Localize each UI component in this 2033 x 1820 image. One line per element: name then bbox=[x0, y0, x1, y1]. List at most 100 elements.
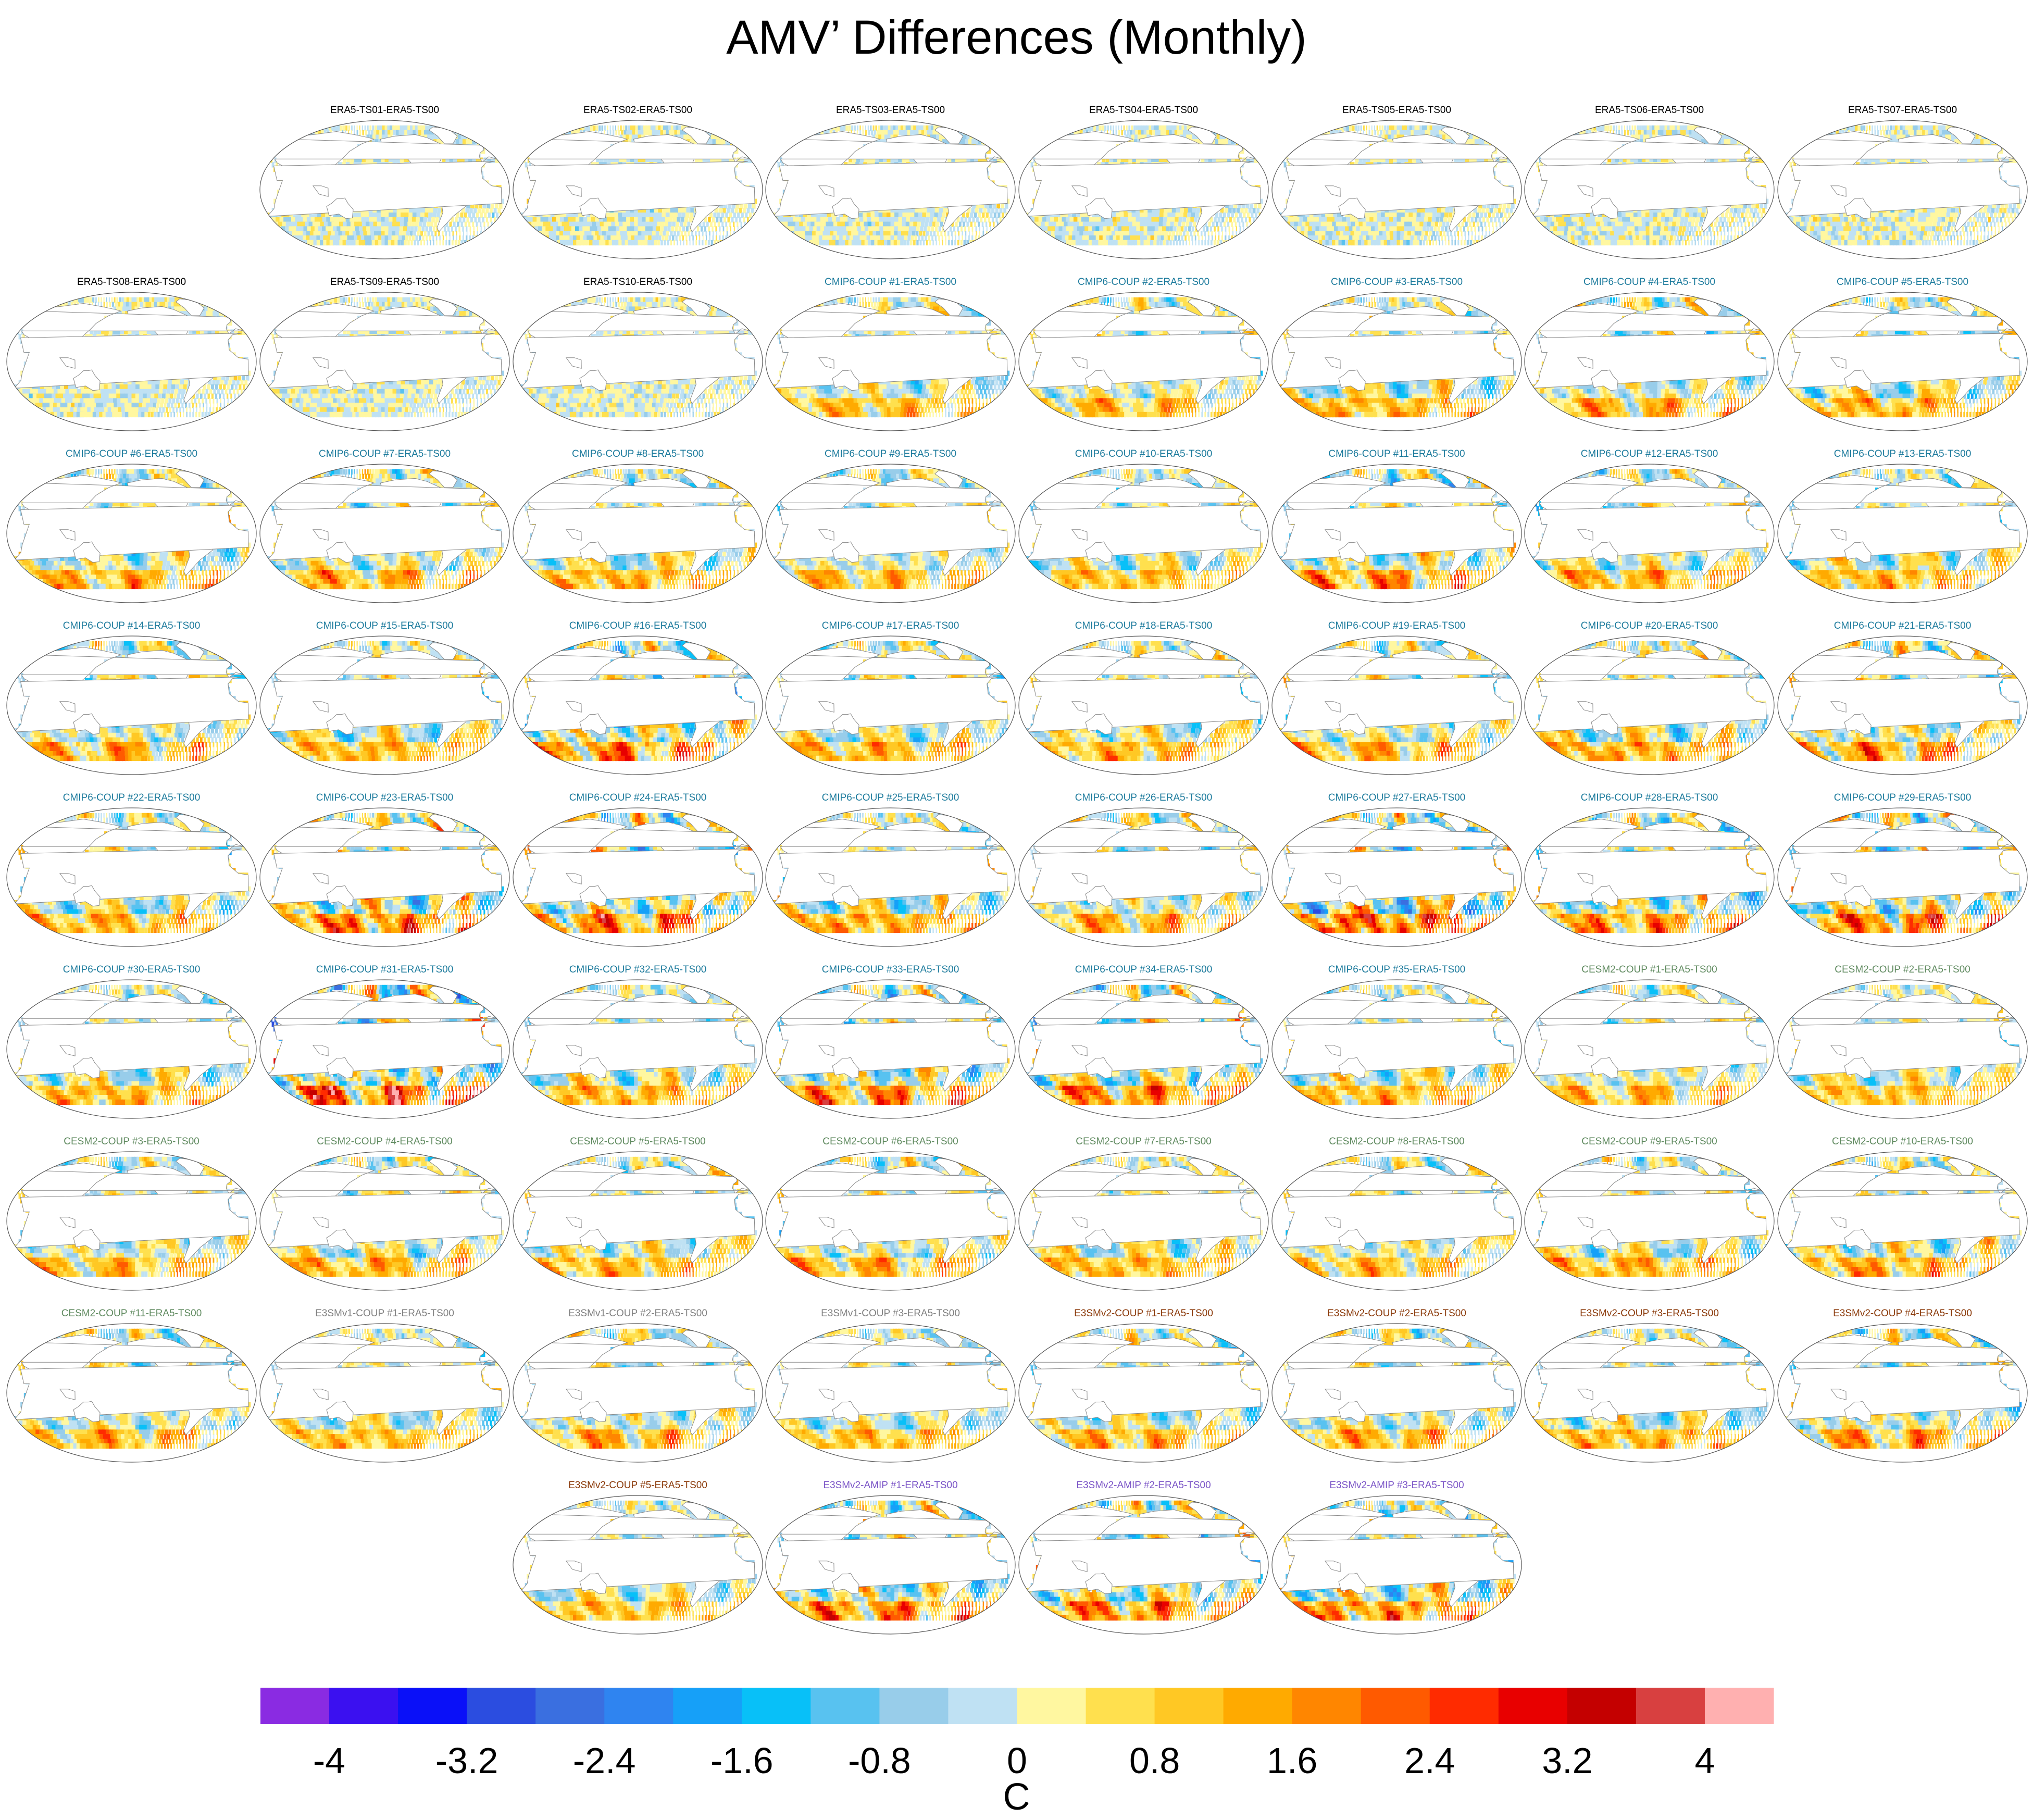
anomaly-cell bbox=[1192, 208, 1196, 213]
anomaly-cell bbox=[676, 222, 680, 227]
anomaly-cell bbox=[871, 130, 873, 135]
anomaly-cell bbox=[426, 235, 428, 241]
anomaly-cell bbox=[1371, 126, 1373, 131]
anomaly-cell bbox=[392, 226, 396, 231]
anomaly-cell bbox=[673, 231, 676, 236]
anomaly-cell bbox=[1201, 231, 1203, 236]
anomaly-cell bbox=[751, 208, 754, 213]
anomaly-cell bbox=[1174, 222, 1178, 227]
anomaly-cell bbox=[1233, 217, 1236, 222]
anomaly-cell bbox=[618, 130, 620, 135]
anomaly-cell bbox=[392, 222, 396, 227]
anomaly-cell bbox=[1240, 208, 1243, 213]
anomaly-cell bbox=[706, 222, 709, 227]
anomaly-cell bbox=[936, 240, 937, 245]
anomaly-cell bbox=[423, 217, 427, 222]
anomaly-cell bbox=[1178, 235, 1180, 241]
anomaly-cell bbox=[937, 217, 941, 222]
anomaly-cell bbox=[343, 126, 345, 131]
anomaly-cell bbox=[408, 213, 413, 218]
anomaly-cell bbox=[843, 126, 846, 131]
anomaly-cell bbox=[875, 126, 877, 131]
anomaly-cell bbox=[959, 126, 970, 131]
anomaly-cell bbox=[436, 240, 438, 245]
anomaly-cell bbox=[656, 226, 660, 231]
anomaly-cell bbox=[654, 213, 658, 218]
anomaly-cell bbox=[425, 208, 429, 213]
anomaly-cell bbox=[602, 126, 604, 131]
anomaly-cell bbox=[1241, 235, 1243, 241]
anomaly-cell bbox=[1467, 126, 1479, 131]
anomaly-cell bbox=[423, 240, 425, 245]
anomaly-cell bbox=[1485, 134, 1495, 140]
anomaly-cell bbox=[490, 217, 492, 222]
anomaly-cell bbox=[979, 226, 980, 231]
anomaly-cell bbox=[938, 235, 940, 241]
anomaly-cell bbox=[598, 126, 601, 131]
anomaly-cell bbox=[416, 217, 419, 222]
anomaly-cell bbox=[919, 208, 923, 213]
anomaly-cell bbox=[863, 130, 864, 135]
anomaly-cell bbox=[688, 231, 690, 236]
anomaly-cell bbox=[420, 231, 423, 236]
anomaly-cell bbox=[700, 235, 701, 241]
anomaly-cell bbox=[1218, 217, 1220, 222]
anomaly-cell bbox=[902, 222, 906, 227]
anomaly-cell bbox=[1232, 240, 1236, 245]
anomaly-cell bbox=[702, 240, 703, 245]
anomaly-cell bbox=[725, 222, 727, 227]
anomaly-cell bbox=[1239, 222, 1240, 227]
anomaly-cell bbox=[456, 235, 457, 241]
anomaly-cell bbox=[1171, 213, 1176, 218]
anomaly-cell bbox=[988, 217, 990, 222]
anomaly-cell bbox=[1167, 235, 1170, 241]
anomaly-cell bbox=[410, 240, 413, 245]
anomaly-cell bbox=[1159, 217, 1163, 222]
anomaly-cell bbox=[914, 213, 918, 218]
anomaly-cell bbox=[1183, 231, 1186, 236]
anomaly-cell bbox=[1169, 240, 1171, 245]
anomaly-cell bbox=[924, 226, 927, 231]
anomaly-cell bbox=[714, 130, 724, 135]
anomaly-cell bbox=[1184, 226, 1188, 231]
anomaly-cell bbox=[1363, 126, 1365, 131]
anomaly-cell bbox=[1254, 203, 1257, 208]
anomaly-cell bbox=[1152, 217, 1156, 222]
anomaly-cell bbox=[894, 217, 899, 222]
anomaly-cell bbox=[1155, 217, 1159, 222]
anomaly-cell bbox=[429, 235, 431, 241]
anomaly-cell bbox=[642, 226, 646, 231]
anomaly-cell bbox=[724, 217, 726, 222]
anomaly-cell bbox=[942, 213, 946, 218]
anomaly-cell bbox=[709, 235, 710, 241]
anomaly-cell bbox=[1176, 240, 1178, 245]
anomaly-cell bbox=[891, 217, 895, 222]
anomaly-cell bbox=[670, 240, 672, 245]
anomaly-cell bbox=[716, 231, 717, 236]
anomaly-cell bbox=[703, 235, 704, 241]
anomaly-cell bbox=[670, 208, 675, 213]
anomaly-cell bbox=[1312, 130, 1316, 135]
anomaly-cell bbox=[415, 222, 419, 227]
anomaly-cell bbox=[685, 213, 689, 218]
anomaly-cell bbox=[1133, 126, 1136, 131]
anomaly-cell bbox=[961, 226, 963, 231]
anomaly-cell bbox=[401, 213, 405, 218]
anomaly-cell bbox=[900, 240, 903, 245]
anomaly-cell bbox=[1055, 130, 1060, 135]
anomaly-cell bbox=[1377, 130, 1379, 135]
anomaly-cell bbox=[995, 208, 999, 213]
anomaly-cell bbox=[1195, 213, 1199, 218]
anomaly-cell bbox=[479, 235, 481, 241]
anomaly-cell bbox=[1374, 130, 1376, 135]
anomaly-cell bbox=[1184, 235, 1187, 241]
anomaly-cell bbox=[309, 126, 315, 131]
anomaly-cell bbox=[1206, 226, 1208, 231]
anomaly-cell bbox=[971, 235, 973, 241]
anomaly-cell bbox=[311, 126, 317, 131]
anomaly-cell bbox=[1249, 217, 1251, 222]
anomaly-cell bbox=[706, 126, 717, 131]
anomaly-cell bbox=[303, 130, 307, 135]
anomaly-cell bbox=[357, 130, 358, 135]
anomaly-cell bbox=[965, 217, 967, 222]
